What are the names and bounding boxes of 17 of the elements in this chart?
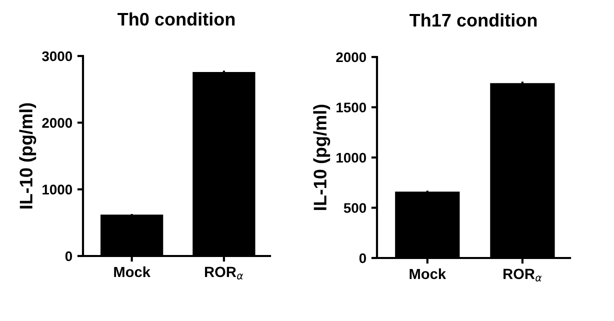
x-tick-label: ROR$_{α}$: [205, 266, 244, 280]
x-tick-label: ROR$_{α}$: [504, 268, 542, 282]
y-tick-label: 1000: [42, 184, 72, 195]
x-tick-label: Mock: [410, 268, 446, 280]
y-tick-label: 1500: [336, 102, 366, 112]
x-tick-label: Mock: [114, 266, 150, 278]
y-tick-label: 0: [65, 251, 72, 262]
y-tick-label: 500: [344, 203, 366, 213]
y-tick-label: 0: [359, 253, 366, 264]
y-axis-title: IL-10 (pg/ml): [313, 104, 330, 210]
y-tick-label: 2000: [42, 118, 72, 128]
y-tick-label: 3000: [42, 51, 72, 62]
y-tick-label: 1000: [336, 152, 366, 163]
y-axis-title: IL-10 (pg/ml): [19, 103, 36, 208]
y-tick-label: 2000: [336, 52, 366, 62]
chart-title: Th0 condition: [118, 12, 235, 26]
chart-title: Th17 condition: [410, 13, 537, 27]
